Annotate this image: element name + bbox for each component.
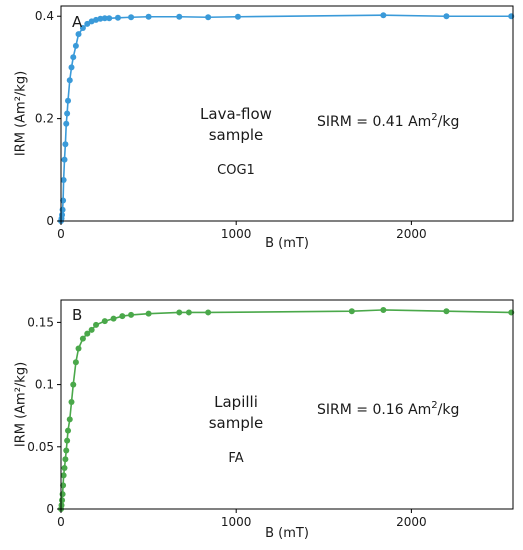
sirm-sup-b: 2 [431,400,437,411]
sirm-annotation-a: SIRM = 0.41 Am2/kg [317,112,459,130]
y-tick-label-a-2: 0.4 [35,9,54,23]
sample-id-a: COG1 [217,163,255,178]
y-tick-label-a-1: 0.2 [35,112,54,126]
data-point-a-3 [59,206,66,213]
x-tick-label-a-1: 1000 [221,227,252,241]
data-point-b-12 [68,399,75,406]
data-point-b-20 [101,318,108,325]
sample-type-line1-b: Lapilli [214,393,258,411]
y-axis-label-a: IRM (Am²/kg) [14,71,29,156]
data-point-b-10 [65,427,72,434]
data-point-b-30 [443,308,450,315]
data-point-a-5 [60,177,67,184]
data-point-b-27 [205,309,212,316]
data-point-b-26 [185,309,192,316]
sirm-suffix-b: /kg [438,402,460,418]
sample-type-line2-a: sample [209,126,264,144]
data-point-b-6 [61,464,68,471]
data-point-b-11 [66,416,73,423]
sirm-suffix-a: /kg [438,114,460,130]
x-axis-label-a: B (mT) [265,236,309,251]
data-point-a-10 [65,97,72,104]
y-tick-label-b-0: 0 [46,502,54,516]
data-point-b-2 [59,497,66,504]
data-point-b-13 [70,381,77,388]
sample-id-b: FA [228,451,243,466]
data-point-b-3 [59,491,66,498]
y-tick-label-a-0: 0 [46,214,54,228]
y-tick-label-b-3: 0.15 [27,315,54,329]
panel-b: 0 1000 2000 0 0.05 0.1 0.15 B B (mT) IRM (Am²/… [14,299,515,541]
data-point-b-7 [62,456,69,463]
data-point-b-17 [84,330,91,337]
x-tick-label-b-2: 2000 [396,515,427,529]
sirm-prefix-b: SIRM = 0.16 Am [317,402,431,418]
y-axis-label-b: IRM (Am²/kg) [14,362,29,447]
data-point-a-12 [68,64,75,71]
data-point-b-19 [93,321,100,328]
data-point-b-4 [60,482,67,489]
data-point-b-15 [75,345,82,352]
sirm-sup-a: 2 [431,112,437,123]
data-point-b-25 [176,309,183,316]
data-point-b-18 [88,326,95,333]
data-point-a-13 [70,54,77,61]
data-point-a-4 [60,197,67,204]
data-point-b-24 [145,310,152,317]
data-point-a-20 [97,15,104,22]
data-point-b-22 [119,313,126,320]
data-point-a-6 [61,156,68,163]
y-tick-label-b-2: 0.1 [35,378,54,392]
panel-a: 0 1000 2000 0 0.2 0.4 A B (mT) IRM (Am²/kg) L… [14,5,515,251]
data-point-a-16 [79,25,86,32]
data-point-a-17 [84,20,91,27]
data-point-a-26 [176,13,183,20]
data-point-a-9 [64,110,71,117]
x-tick-label-a-2: 2000 [396,227,427,241]
sirm-annotation-b: SIRM = 0.16 Am2/kg [317,400,459,418]
data-point-a-28 [234,13,241,20]
data-point-a-15 [75,31,82,38]
data-point-a-25 [145,13,152,20]
sample-type-line2-b: sample [209,414,264,432]
x-tick-label-b-0: 0 [57,515,65,529]
data-point-a-29 [380,12,387,19]
data-point-a-30 [443,13,450,20]
data-point-b-5 [60,472,67,479]
data-point-a-7 [62,141,69,148]
x-axis-label-b: B (mT) [265,526,309,541]
data-point-b-8 [63,447,70,454]
data-point-b-21 [110,315,117,322]
data-point-b-1 [58,502,65,509]
series-line-a-0 [60,14,512,222]
plot-frame-b [60,299,514,510]
sirm-prefix-a: SIRM = 0.41 Am [317,114,431,130]
data-point-a-11 [66,77,73,84]
data-point-a-14 [72,42,79,49]
data-point-a-22 [106,15,113,22]
data-point-a-23 [114,14,121,21]
plot-frame-a [60,5,514,222]
panel-label-a: A [72,13,83,31]
data-point-b-16 [79,335,86,342]
data-point-a-2 [59,211,66,218]
sample-type-line1-a: Lava-flow [200,105,272,123]
data-point-a-27 [205,14,212,21]
panel-label-b: B [72,306,82,324]
data-point-a-8 [63,120,70,127]
data-point-a-24 [128,14,135,21]
data-point-b-23 [128,311,135,318]
x-tick-label-a-0: 0 [57,227,65,241]
data-point-b-14 [72,359,79,366]
y-tick-label-b-1: 0.05 [27,440,54,454]
data-point-b-29 [380,306,387,313]
data-point-a-21 [101,15,108,22]
data-point-b-28 [348,308,355,315]
data-point-b-9 [64,437,71,444]
x-tick-label-b-1: 1000 [221,515,252,529]
